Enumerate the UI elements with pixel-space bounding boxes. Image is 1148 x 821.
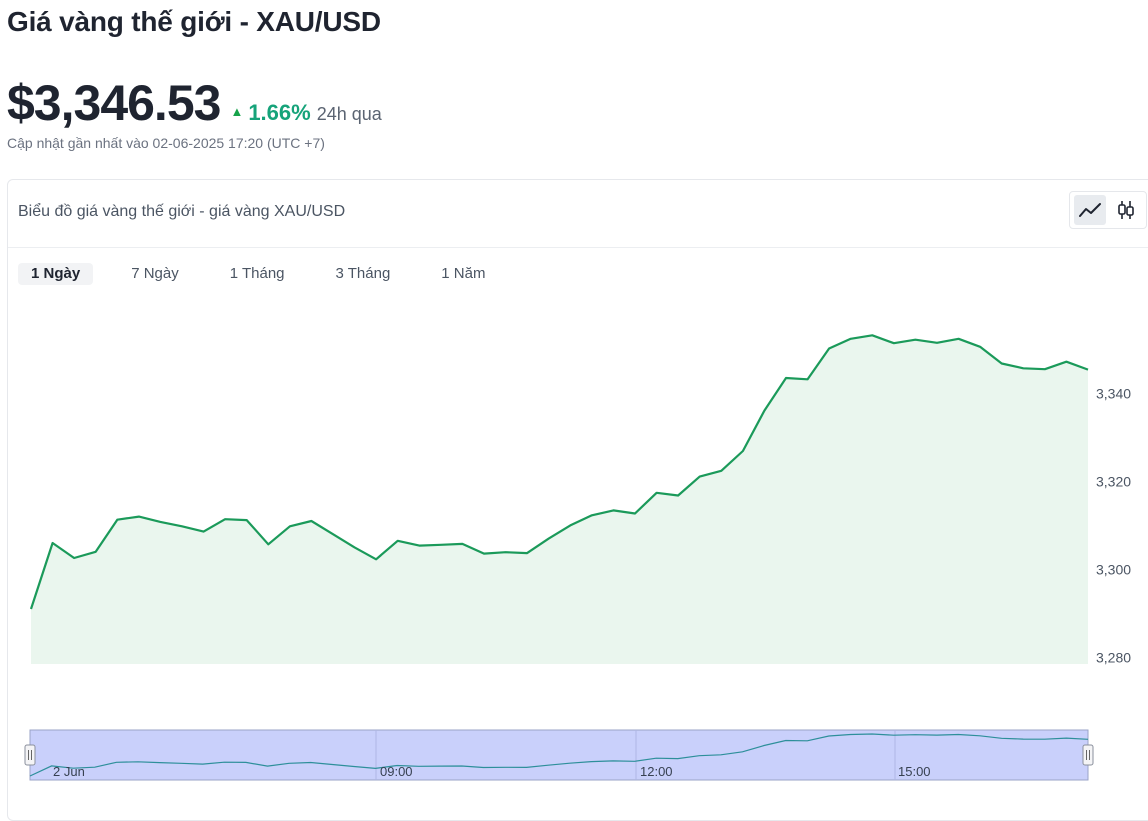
price-area bbox=[31, 335, 1088, 664]
tab-1-day[interactable]: 1 Ngày bbox=[18, 263, 94, 285]
price-change: ▲ 1.66% 24h qua bbox=[230, 100, 381, 126]
tab-7-days[interactable]: 7 Ngày bbox=[131, 265, 179, 282]
range-tabs: 1 Ngày 7 Ngày 1 Tháng 3 Tháng 1 Năm bbox=[18, 263, 523, 285]
y-tick-label: 3,340 bbox=[1096, 385, 1131, 401]
price-line bbox=[29, 334, 1089, 610]
x-tick-label: 09:00 bbox=[380, 764, 413, 779]
y-tick-label: 3,300 bbox=[1096, 561, 1131, 577]
page-title: Giá vàng thế giới - XAU/USD bbox=[7, 6, 381, 37]
tab-1-month[interactable]: 1 Tháng bbox=[229, 265, 285, 282]
navigator-handle-right[interactable] bbox=[1082, 744, 1094, 766]
triangle-up-icon: ▲ bbox=[230, 104, 244, 119]
tab-1-year[interactable]: 1 Năm bbox=[441, 265, 486, 282]
x-tick-label: 12:00 bbox=[640, 764, 673, 779]
price-chart[interactable]: 3,280 3,300 3,320 3,340 2 Jun 09:00 12:00 15:0… bbox=[0, 0, 1148, 794]
candlestick-button[interactable] bbox=[1110, 195, 1142, 225]
line-chart-icon bbox=[1079, 203, 1101, 217]
current-price: $3,346.53 bbox=[7, 75, 221, 131]
change-period: 24h qua bbox=[316, 104, 382, 124]
chart-card-header: Biểu đồ giá vàng thế giới - giá vàng XAU… bbox=[8, 180, 1148, 248]
tab-3-months[interactable]: 3 Tháng bbox=[335, 265, 391, 282]
navigator-line bbox=[29, 733, 1089, 777]
line-chart-button[interactable] bbox=[1074, 195, 1106, 225]
y-tick-label: 3,280 bbox=[1096, 649, 1131, 665]
candlestick-icon bbox=[1118, 201, 1134, 219]
chart-type-toggle bbox=[1069, 191, 1147, 229]
navigator-window[interactable] bbox=[29, 729, 1089, 781]
chart-card-title: Biểu đồ giá vàng thế giới - giá vàng XAU… bbox=[18, 203, 346, 220]
navigator-handle-left[interactable] bbox=[24, 744, 36, 766]
change-percent: 1.66% bbox=[248, 100, 311, 125]
y-tick-label: 3,320 bbox=[1096, 473, 1131, 489]
x-tick-label: 15:00 bbox=[898, 764, 931, 779]
last-updated: Cập nhật gần nhất vào 02-06-2025 17:20 (… bbox=[7, 135, 325, 151]
x-tick-label: 2 Jun bbox=[53, 764, 85, 779]
price-summary: $3,346.53 ▲ 1.66% 24h qua bbox=[7, 74, 382, 132]
